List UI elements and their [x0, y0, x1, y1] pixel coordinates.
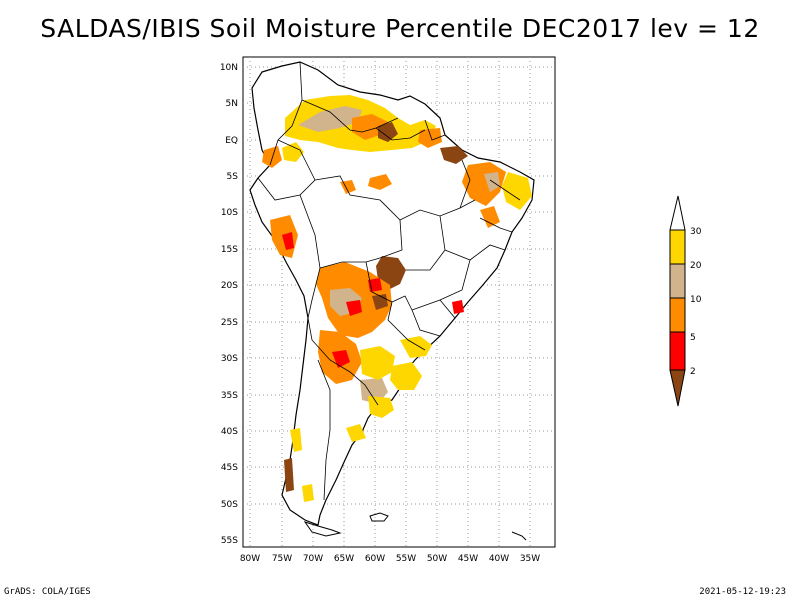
- legend-label: 2: [690, 367, 696, 377]
- patch-venezuela-yellow: [282, 142, 304, 162]
- patch-guiana-brown: [378, 122, 398, 142]
- falkland-islands: [369, 512, 389, 522]
- lat-tick-label: 15S: [221, 245, 238, 255]
- patch-amapa-brown: [440, 146, 468, 164]
- lat-tick-label: 25S: [221, 318, 238, 328]
- patch-northeast-yellow: [502, 172, 532, 210]
- footer-credit: GrADS: COLA/IGES: [4, 587, 91, 597]
- patch-northeast-tan: [484, 172, 500, 192]
- lon-tick-label: 80W: [240, 554, 260, 564]
- patch-peru-red: [282, 232, 294, 250]
- lon-tick-label: 70W: [303, 554, 323, 564]
- tierra-del-fuego: [303, 521, 342, 537]
- patch-amazon-orange-a: [368, 174, 392, 190]
- patch-patagonia-yellow: [368, 396, 394, 418]
- lat-tick-label: 20S: [221, 281, 238, 291]
- political-boundaries: [257, 61, 521, 501]
- color-bar-legend: [669, 195, 686, 407]
- legend-band-tan: [669, 263, 686, 299]
- lat-tick-label: 5N: [226, 99, 238, 109]
- lon-tick-label: 50W: [427, 554, 447, 564]
- patch-chile-brown: [284, 458, 294, 492]
- patch-chaco-red-b: [368, 278, 382, 292]
- legend-label: 5: [690, 333, 696, 343]
- lon-tick-label: 45W: [458, 554, 478, 564]
- patch-uruguay-yellow: [390, 362, 422, 390]
- lon-tick-label: 40W: [489, 554, 509, 564]
- lon-tick-label: 75W: [272, 554, 292, 564]
- lat-axis: 10N 5N EQ 5S 10S 15S 20S 25S 30S 35S 40S…: [220, 63, 238, 546]
- patch-colombia-orange: [262, 146, 282, 168]
- legend-band-yellow: [669, 229, 686, 265]
- patch-chaco-red-a: [346, 300, 362, 316]
- patch-east-brazil-orange: [480, 206, 500, 228]
- lat-tick-label: 10N: [220, 63, 238, 73]
- lon-tick-label: 60W: [365, 554, 385, 564]
- legend-label: 30: [690, 227, 702, 237]
- patch-goias-red: [452, 300, 464, 314]
- legend-label: 10: [690, 295, 702, 305]
- lat-tick-label: 5S: [227, 172, 239, 182]
- patch-guiana-tan: [298, 106, 362, 132]
- south-georgia: [511, 531, 527, 541]
- footer-timestamp: 2021-05-12-19:23: [699, 587, 786, 597]
- lon-tick-label: 65W: [334, 554, 354, 564]
- map-title: SALDAS/IBIS Soil Moisture Percentile DEC…: [40, 14, 760, 43]
- lat-tick-label: EQ: [225, 136, 238, 146]
- legend-bottom-arrow: [669, 369, 686, 407]
- patch-amapa-orange: [418, 128, 442, 148]
- patch-southern-yellow: [302, 484, 314, 502]
- lat-tick-label: 35S: [221, 391, 238, 401]
- legend-band-red: [669, 331, 686, 371]
- legend-labels: 30 20 10 5 2: [690, 227, 702, 377]
- lat-tick-label: 30S: [221, 354, 238, 364]
- patch-argentina-yellow: [360, 346, 395, 380]
- legend-band-orange: [669, 297, 686, 333]
- patch-andes-yellow: [290, 428, 302, 452]
- patch-patagonia-yellow-b: [346, 424, 366, 442]
- patch-rio-grande-yellow: [400, 336, 432, 358]
- lat-tick-label: 40S: [221, 427, 238, 437]
- lat-tick-label: 55S: [221, 536, 238, 546]
- legend-top-arrow: [669, 195, 686, 231]
- lon-tick-label: 55W: [396, 554, 416, 564]
- lat-tick-label: 10S: [221, 208, 238, 218]
- lat-tick-label: 50S: [221, 500, 238, 510]
- lon-axis: 80W 75W 70W 65W 60W 55W 50W 45W 40W 35W: [240, 554, 540, 564]
- lon-tick-label: 35W: [520, 554, 540, 564]
- lat-tick-label: 45S: [221, 463, 238, 473]
- percentile-field: [262, 95, 532, 502]
- legend-label: 20: [690, 261, 702, 271]
